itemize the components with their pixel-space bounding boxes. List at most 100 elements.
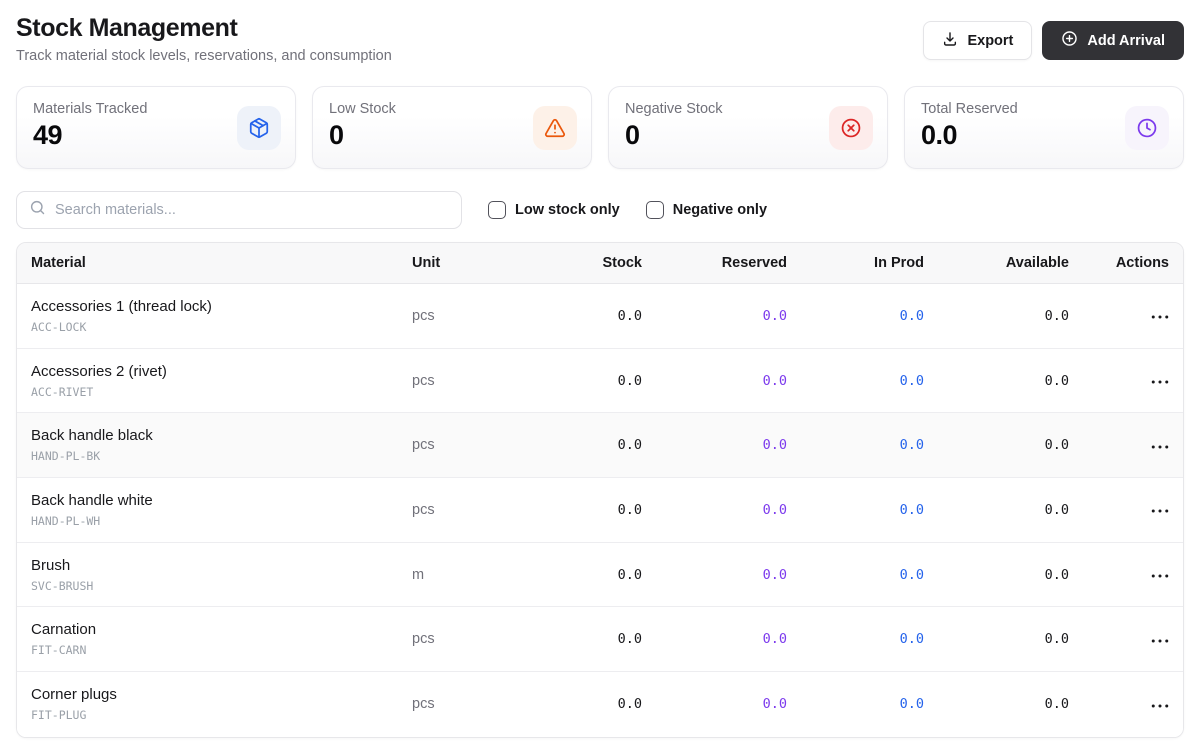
col-header-actions: Actions — [1115, 255, 1169, 271]
package-icon — [237, 105, 281, 150]
material-name: Back handle white — [31, 491, 153, 509]
available-cell: 0.0 — [1044, 501, 1069, 518]
reserved-cell: 0.0 — [762, 437, 787, 454]
material-cell: Back handle white HAND-PL-WH — [31, 492, 412, 528]
page-heading: Stock Management Track material stock le… — [16, 14, 392, 64]
stock-cell: 0.0 — [617, 696, 642, 713]
actions-cell — [1069, 434, 1169, 457]
row-actions-button[interactable] — [1139, 628, 1169, 651]
stock-cell: 0.0 — [617, 372, 642, 389]
in-prod-cell: 0.0 — [899, 566, 924, 583]
in-prod-cell: 0.0 — [899, 372, 924, 389]
reserved-cell: 0.0 — [762, 566, 787, 583]
stat-card-low-stock: Low Stock 0 — [312, 86, 592, 169]
col-header-reserved: Reserved — [721, 255, 787, 271]
export-button-label: Export — [967, 32, 1014, 49]
in-prod-cell: 0.0 — [899, 696, 924, 713]
ellipsis-icon — [1151, 308, 1169, 323]
row-actions-button[interactable] — [1139, 304, 1169, 327]
plus-circle-icon — [1061, 30, 1078, 51]
table-row[interactable]: Accessories 1 (thread lock) ACC-LOCK pcs… — [17, 284, 1183, 349]
material-sku: HAND-PL-BK — [31, 449, 101, 464]
actions-cell — [1069, 628, 1169, 651]
in-prod-cell: 0.0 — [899, 631, 924, 648]
in-prod-cell: 0.0 — [899, 307, 924, 324]
table-row[interactable]: Back handle black HAND-PL-BK pcs 0.0 0.0… — [17, 413, 1183, 479]
material-cell: Accessories 2 (rivet) ACC-RIVET — [31, 363, 412, 399]
topbar-actions: Export Add Arrival — [923, 14, 1184, 60]
ellipsis-icon — [1151, 697, 1169, 712]
stock-cell: 0.0 — [617, 307, 642, 324]
stat-label: Negative Stock — [625, 101, 723, 117]
material-sku: SVC-BRUSH — [31, 578, 94, 593]
col-header-unit: Unit — [412, 255, 441, 271]
add-arrival-button[interactable]: Add Arrival — [1042, 21, 1184, 60]
negative-only-label: Negative only — [672, 202, 768, 218]
ellipsis-icon — [1151, 632, 1169, 647]
search-box — [16, 191, 462, 229]
stat-card-total-reserved: Total Reserved 0.0 — [904, 86, 1184, 169]
material-sku: ACC-RIVET — [31, 384, 94, 399]
actions-cell — [1069, 693, 1169, 716]
material-sku: HAND-PL-WH — [31, 513, 101, 528]
material-name: Accessories 1 (thread lock) — [31, 297, 212, 315]
unit-cell: pcs — [412, 631, 435, 648]
table-row[interactable]: Back handle white HAND-PL-WH pcs 0.0 0.0… — [17, 478, 1183, 543]
material-cell: Brush SVC-BRUSH — [31, 557, 412, 593]
material-cell: Corner plugs FIT-PLUG — [31, 686, 412, 722]
download-icon — [942, 31, 958, 51]
col-header-stock: Stock — [602, 255, 643, 271]
stat-card-materials-tracked: Materials Tracked 49 — [16, 86, 296, 169]
checkbox-box[interactable] — [488, 201, 506, 219]
negative-only-checkbox[interactable]: Negative only — [645, 201, 768, 219]
ellipsis-icon — [1151, 502, 1169, 517]
stock-cell: 0.0 — [617, 501, 642, 518]
table-row[interactable]: Accessories 2 (rivet) ACC-RIVET pcs 0.0 … — [17, 348, 1183, 414]
table-row[interactable]: Brush SVC-BRUSH m 0.0 0.0 0.0 0.0 — [17, 542, 1183, 608]
unit-cell: m — [412, 566, 425, 583]
reserved-cell: 0.0 — [762, 631, 787, 648]
row-actions-button[interactable] — [1139, 369, 1169, 392]
export-button[interactable]: Export — [923, 21, 1033, 60]
material-sku: FIT-PLUG — [31, 708, 87, 723]
low-stock-only-checkbox[interactable]: Low stock only — [488, 201, 620, 219]
page-title: Stock Management — [16, 14, 238, 42]
table-row[interactable]: Carnation FIT-CARN pcs 0.0 0.0 0.0 0.0 — [17, 607, 1183, 673]
search-input[interactable] — [55, 202, 449, 218]
search-icon — [29, 199, 46, 221]
row-actions-button[interactable] — [1139, 498, 1169, 521]
col-header-available: Available — [1005, 255, 1069, 271]
warning-triangle-icon — [533, 105, 577, 150]
stat-card-negative-stock: Negative Stock 0 — [608, 86, 888, 169]
row-actions-button[interactable] — [1139, 563, 1169, 586]
available-cell: 0.0 — [1044, 372, 1069, 389]
material-cell: Carnation FIT-CARN — [31, 621, 412, 657]
materials-table: Material Unit Stock Reserved In Prod Ava… — [16, 242, 1184, 738]
material-name: Brush — [31, 556, 71, 574]
material-name: Carnation — [31, 621, 97, 639]
table-row[interactable]: Corner plugs FIT-PLUG pcs 0.0 0.0 0.0 0.… — [17, 672, 1183, 737]
filter-row: Low stock only Negative only — [16, 191, 1184, 229]
checkbox-box[interactable] — [645, 201, 664, 219]
unit-cell: pcs — [412, 501, 435, 518]
material-cell: Back handle black HAND-PL-BK — [31, 427, 412, 463]
unit-cell: pcs — [412, 307, 435, 324]
available-cell: 0.0 — [1044, 437, 1069, 454]
clock-icon — [1125, 105, 1169, 150]
page-subtitle: Track material stock levels, reservation… — [16, 48, 392, 64]
unit-cell: pcs — [412, 372, 435, 389]
ellipsis-icon — [1151, 373, 1169, 388]
row-actions-button[interactable] — [1139, 693, 1169, 716]
ellipsis-icon — [1151, 438, 1169, 453]
stock-cell: 0.0 — [617, 631, 642, 648]
row-actions-button[interactable] — [1139, 434, 1169, 457]
material-name: Back handle black — [31, 427, 153, 445]
col-header-in-prod: In Prod — [874, 255, 924, 271]
unit-cell: pcs — [412, 696, 435, 713]
available-cell: 0.0 — [1044, 566, 1069, 583]
material-name: Corner plugs — [31, 686, 117, 704]
reserved-cell: 0.0 — [762, 307, 787, 324]
material-sku: ACC-LOCK — [31, 319, 87, 334]
actions-cell — [1069, 498, 1169, 521]
